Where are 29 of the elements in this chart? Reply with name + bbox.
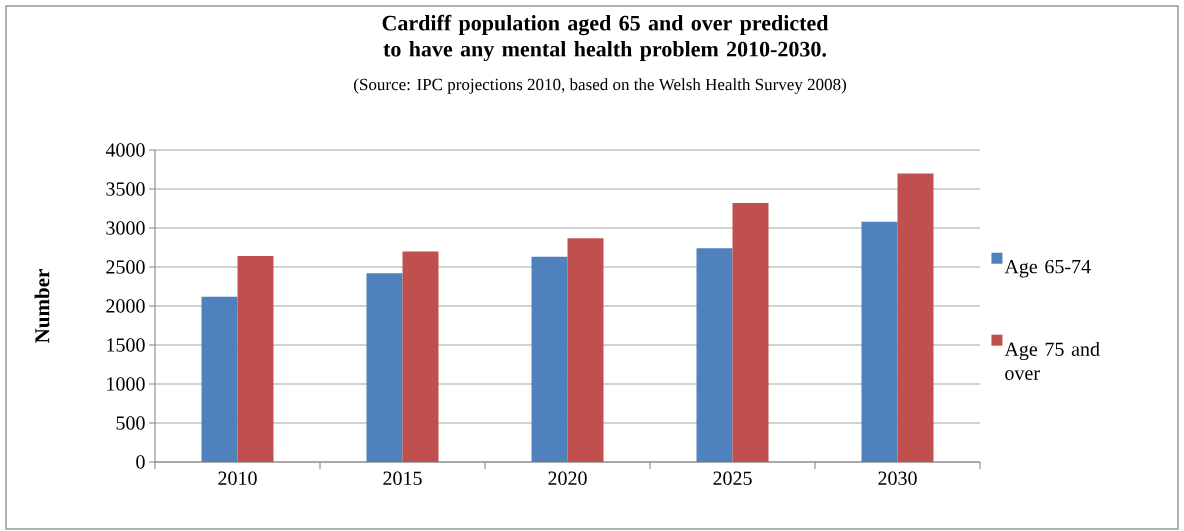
bar xyxy=(567,238,604,462)
x-tick-label: 2030 xyxy=(878,471,917,486)
legend-label: Age 75 and over xyxy=(1004,341,1100,380)
y-tick-label: 1500 xyxy=(107,338,145,352)
bar xyxy=(201,296,238,462)
bar xyxy=(531,256,568,462)
x-tick-label: 2025 xyxy=(713,471,752,486)
chart-subtitle: (Source: IPC projections 2010, based on the Welsh Health Survey 2008) xyxy=(354,78,846,94)
bar xyxy=(402,251,439,462)
y-tick-label: 2500 xyxy=(106,260,145,274)
x-tick-label: 2015 xyxy=(383,471,422,486)
chart-title: Cardiff population aged 65 and over predicted to have any mental health problem 2010-2030. xyxy=(382,14,829,62)
y-tick-label: 3500 xyxy=(106,182,145,196)
y-axis-title: Number xyxy=(34,269,50,343)
y-tick-label: 500 xyxy=(116,416,145,430)
y-tick-label: 2000 xyxy=(106,299,145,313)
bar xyxy=(366,273,403,462)
bar xyxy=(237,256,274,462)
bar xyxy=(861,221,898,462)
bar xyxy=(897,173,934,462)
x-tick-label: 2020 xyxy=(548,471,587,486)
bar xyxy=(696,248,733,462)
y-tick-label: 1000 xyxy=(107,377,145,391)
y-tick-label: 3000 xyxy=(106,221,145,235)
y-tick-label: 4000 xyxy=(105,143,145,157)
x-tick-label: 2010 xyxy=(218,471,257,486)
bar xyxy=(732,203,769,462)
y-tick-label: 0 xyxy=(136,455,145,469)
legend-label: Age 65-74 xyxy=(1004,259,1091,278)
